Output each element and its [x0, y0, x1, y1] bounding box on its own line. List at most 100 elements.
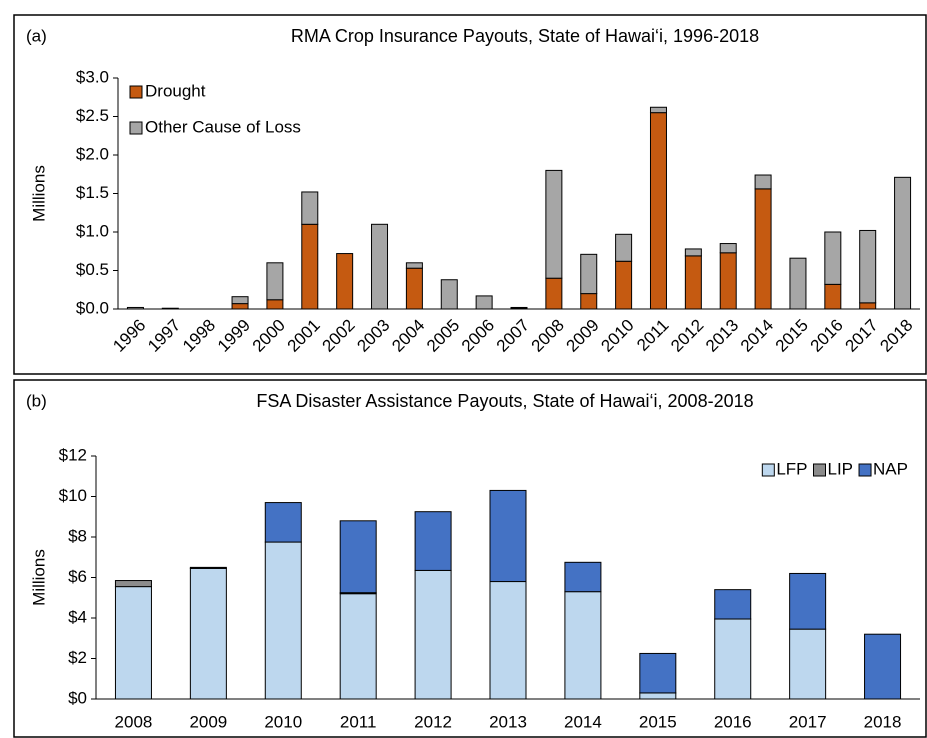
bar-segment [114, 586, 152, 700]
bar-segment [789, 257, 807, 310]
y-tick-label: $10 [59, 486, 87, 505]
x-tick-label: 2008 [115, 712, 153, 731]
panel-frame [13, 379, 927, 738]
bar-segment [894, 176, 912, 310]
x-tick-label: 2014 [564, 712, 602, 731]
x-tick-label: 2006 [458, 316, 498, 356]
x-tick-label: 2017 [789, 712, 827, 731]
bar-segment [189, 567, 227, 700]
legend-label: NAP [873, 459, 908, 478]
x-tick-label: 2008 [528, 316, 568, 356]
x-tick-label: 2003 [353, 316, 393, 356]
x-tick-label: 2009 [189, 712, 227, 731]
x-tick-label: 2001 [284, 316, 324, 356]
bar-segment [489, 581, 527, 700]
bar-segment [864, 633, 902, 700]
bar-segment [824, 231, 842, 285]
bar-segment [371, 223, 389, 310]
bar-segment [859, 229, 877, 304]
y-tick-label: $0 [68, 688, 87, 707]
bar-segment [639, 652, 677, 694]
bar-segment [414, 511, 452, 571]
y-tick-label: $8 [68, 526, 87, 545]
bar-segment [264, 541, 302, 700]
legend-label: Other Cause of Loss [145, 117, 301, 136]
y-tick-label: $1.5 [76, 183, 109, 202]
x-tick-label: 2012 [414, 712, 452, 731]
bar-segment [789, 572, 827, 630]
legend-label: Drought [145, 81, 206, 100]
x-tick-label: 1996 [109, 316, 149, 356]
x-tick-label: 2002 [318, 316, 358, 356]
x-tick-label: 2015 [772, 316, 812, 356]
legend-swatch [129, 121, 143, 135]
y-tick-label: $3.0 [76, 67, 109, 86]
x-tick-label: 2013 [489, 712, 527, 731]
x-tick-label: 2018 [876, 316, 916, 356]
x-tick-label: 2016 [714, 712, 752, 731]
chart-title: FSA Disaster Assistance Payouts, State o… [256, 391, 753, 411]
legend-swatch [761, 463, 775, 477]
bar-segment [475, 295, 493, 310]
bar-segment [564, 561, 602, 593]
bar-segment [754, 188, 772, 310]
bar-segment [339, 593, 377, 700]
x-tick-label: 2012 [667, 316, 707, 356]
bar-segment [231, 303, 249, 310]
bar-segment [414, 569, 452, 700]
x-tick-label: 2005 [423, 316, 463, 356]
chart-title: RMA Crop Insurance Payouts, State of Haw… [291, 26, 759, 46]
bar-segment [301, 223, 319, 310]
x-tick-label: 2015 [639, 712, 677, 731]
bar-segment [649, 106, 667, 114]
bar-segment [719, 243, 737, 254]
x-tick-label: 2010 [597, 316, 637, 356]
x-tick-label: 2011 [633, 316, 672, 355]
x-tick-label: 2016 [807, 316, 847, 356]
x-tick-label: 2004 [388, 316, 428, 356]
bar-segment [789, 628, 827, 700]
bar-segment [510, 306, 528, 309]
y-tick-label: $0.5 [76, 260, 109, 279]
y-axis-label: Millions [29, 165, 48, 222]
bar-segment [405, 267, 423, 310]
x-tick-label: 2017 [842, 316, 882, 356]
bar-segment [714, 618, 752, 700]
y-tick-label: $2.5 [76, 106, 109, 125]
bar-segment [824, 283, 842, 310]
y-tick-label: $0.0 [76, 298, 109, 317]
bar-segment [545, 169, 563, 279]
y-tick-label: $6 [68, 567, 87, 586]
y-tick-label: $2 [68, 648, 87, 667]
x-tick-label: 1998 [179, 316, 219, 356]
bar-segment [440, 279, 458, 310]
bar-segment [719, 252, 737, 310]
y-tick-label: $4 [68, 607, 87, 626]
bar-segment [615, 260, 633, 310]
y-tick-label: $12 [59, 445, 87, 464]
legend-swatch [858, 463, 872, 477]
bar-segment [684, 248, 702, 257]
y-tick-label: $2.0 [76, 144, 109, 163]
bar-segment [114, 580, 152, 588]
x-tick-label: 2009 [563, 316, 603, 356]
bar-segment [231, 296, 249, 305]
x-tick-label: 2011 [340, 712, 377, 731]
y-axis-label: Millions [29, 549, 48, 606]
x-tick-label: 2018 [864, 712, 902, 731]
x-tick-label: 1997 [144, 316, 184, 356]
bar-segment [714, 589, 752, 620]
x-tick-label: 1999 [214, 316, 254, 356]
legend-swatch [129, 85, 143, 99]
bar-segment [301, 191, 319, 225]
x-tick-label: 2014 [737, 316, 777, 356]
bar-segment [580, 293, 598, 310]
bar-segment [266, 299, 284, 310]
bar-segment [754, 174, 772, 190]
bar-segment [489, 489, 527, 583]
legend-label: LFP [776, 459, 807, 478]
panel-label: (a) [26, 26, 47, 45]
x-tick-label: 2007 [493, 316, 533, 356]
x-tick-label: 2000 [249, 316, 289, 356]
